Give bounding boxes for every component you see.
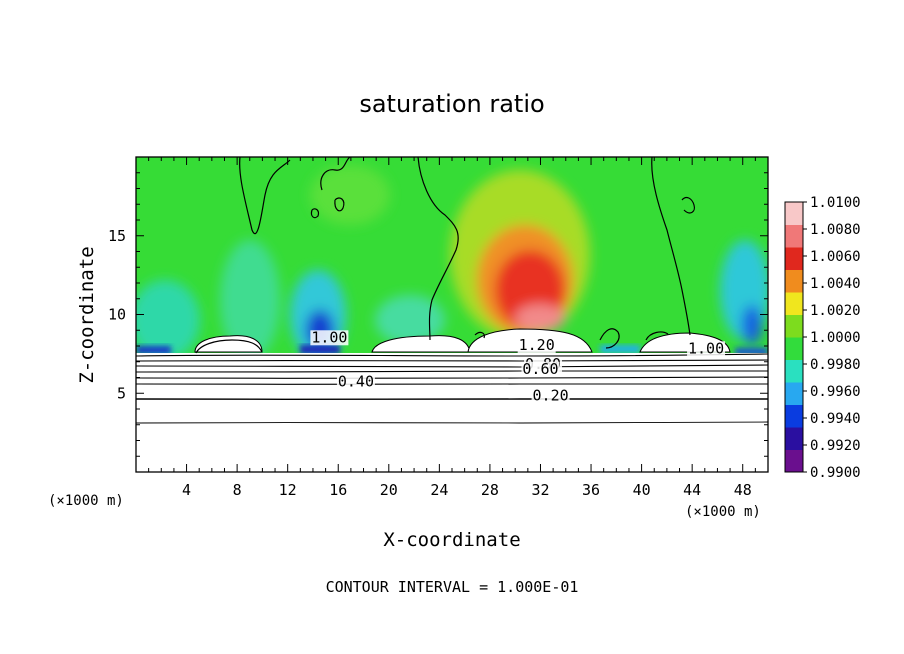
chart-title: saturation ratio [359, 90, 544, 118]
colorbar-tick-label: 0.9920 [810, 438, 861, 454]
x-tick-label: 48 [734, 481, 752, 499]
colorbar-swatch [785, 224, 803, 248]
colorbar-swatch [785, 382, 803, 405]
colorbar-tick-label: 1.0040 [810, 276, 861, 292]
x-tick-label: 44 [683, 481, 701, 499]
contour-label: 0.40 [338, 372, 374, 390]
x-tick-label: 16 [329, 481, 347, 499]
contour-line [320, 157, 351, 191]
contour-line [310, 208, 320, 219]
colorbar-tick-label: 0.9980 [810, 357, 861, 373]
blue-strip [735, 348, 768, 355]
x-unit-label: (×1000 m) [48, 493, 124, 509]
contour-line [681, 196, 695, 214]
contour-line [334, 197, 345, 212]
colorbar-tick-label: 1.0100 [810, 195, 861, 211]
x-tick-label: 8 [233, 481, 242, 499]
contour-label-bg [310, 330, 349, 346]
plot-area: 1.001.001.200.800.600.400.20 [136, 157, 768, 472]
contour-label-bg [687, 341, 726, 357]
contour-line [136, 370, 768, 373]
colorbar-tick-label: 1.0060 [810, 249, 861, 265]
contour-label: 0.60 [522, 360, 558, 378]
contour-label-bg [531, 388, 570, 404]
colorbar: 0.9900 0.9920 0.9940 0.9960 0.9980 1.0000 1.00… [784, 195, 861, 481]
contour-label-layer: 1.001.001.200.800.600.400.20 [310, 328, 726, 405]
x-tick-label: 36 [582, 481, 600, 499]
horizontal-contours [136, 353, 768, 424]
x-unit-label-right: (×1000 m) [685, 504, 761, 520]
y-axis-label: Z-coordinate [76, 246, 98, 383]
cyan-patch [136, 280, 200, 360]
colorbar-tick-label: 1.0080 [810, 222, 861, 238]
contour-line [651, 157, 691, 336]
colorbar-swatch [785, 449, 803, 473]
colorbar-swatch [785, 359, 803, 383]
contour-label-bg [521, 361, 560, 377]
x-tick-label: 12 [279, 481, 297, 499]
colorbar-tick-label: 1.0000 [810, 330, 861, 346]
colorbar-tick-label: 0.9900 [810, 465, 861, 481]
cyan-strip [600, 345, 640, 353]
colorbar-swatch [785, 292, 803, 315]
contour-line [136, 364, 768, 368]
contour-line [195, 339, 263, 354]
y-tick-label: 10 [108, 306, 126, 324]
contour-line [645, 331, 669, 341]
x-axis-label: X-coordinate [383, 529, 520, 551]
x-tick-label: 28 [481, 481, 499, 499]
contour-interval-note: CONTOUR INTERVAL = 1.000E-01 [326, 578, 579, 596]
colorbar-swatch [785, 247, 803, 270]
colorbar-tick-label: 0.9940 [810, 411, 861, 427]
yellowgreen-patch [310, 165, 390, 225]
x-tick-label: 20 [380, 481, 398, 499]
lower-white-region [136, 353, 768, 472]
contour-label: 0.20 [533, 387, 569, 405]
contour-lines [195, 157, 695, 354]
contour-label: 1.00 [688, 339, 724, 357]
blue-strip [136, 346, 171, 354]
y-tick-label: 15 [108, 227, 126, 245]
contour-line [136, 359, 768, 362]
color-field [136, 165, 768, 360]
contour-label: 1.20 [519, 336, 555, 354]
colorbar-tick-label: 0.9960 [810, 384, 861, 400]
contour-line [599, 328, 620, 349]
contour-line [474, 331, 485, 339]
cloud-white-area [194, 335, 263, 353]
boundary-strip [136, 345, 768, 355]
x-axis: 4 8 12 16 20 24 28 32 36 40 44 48 [148, 157, 756, 499]
x-tick-label: 4 [182, 481, 191, 499]
colorbar-tick-label: 1.0020 [810, 303, 861, 319]
contour-label-bg [336, 374, 375, 390]
colorbar-swatch [785, 269, 803, 293]
contour-label: 1.00 [311, 328, 347, 346]
contour-label-bg [517, 338, 556, 354]
contour-line [239, 157, 291, 234]
y-tick-label: 5 [117, 384, 126, 402]
colorbar-swatch [785, 404, 803, 428]
cyan-patch [220, 240, 280, 360]
x-tick-label: 32 [531, 481, 549, 499]
contour-line [417, 157, 459, 341]
x-tick-label: 40 [633, 481, 651, 499]
cyan-patch [375, 295, 445, 345]
blue-patch [742, 305, 762, 345]
pink-patch [515, 304, 565, 332]
x-tick-label: 24 [430, 481, 448, 499]
colorbar-swatch [785, 337, 803, 360]
colorbar-swatch [785, 314, 803, 338]
colorbar-swatch [785, 427, 803, 450]
contour-line [136, 376, 768, 379]
y-axis: 5 10 15 [108, 172, 768, 457]
blue-strip [300, 345, 340, 354]
colorbar-swatch [785, 202, 803, 225]
